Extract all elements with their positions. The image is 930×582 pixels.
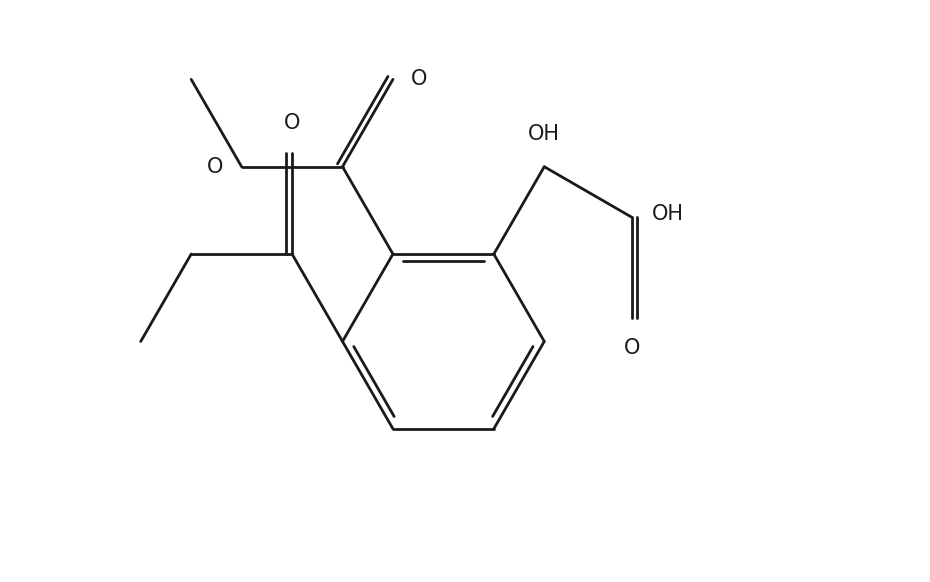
Text: O: O [207, 157, 223, 177]
Text: OH: OH [528, 123, 560, 144]
Text: O: O [623, 338, 640, 358]
Text: O: O [284, 113, 300, 133]
Text: O: O [411, 69, 427, 90]
Text: OH: OH [652, 204, 684, 223]
